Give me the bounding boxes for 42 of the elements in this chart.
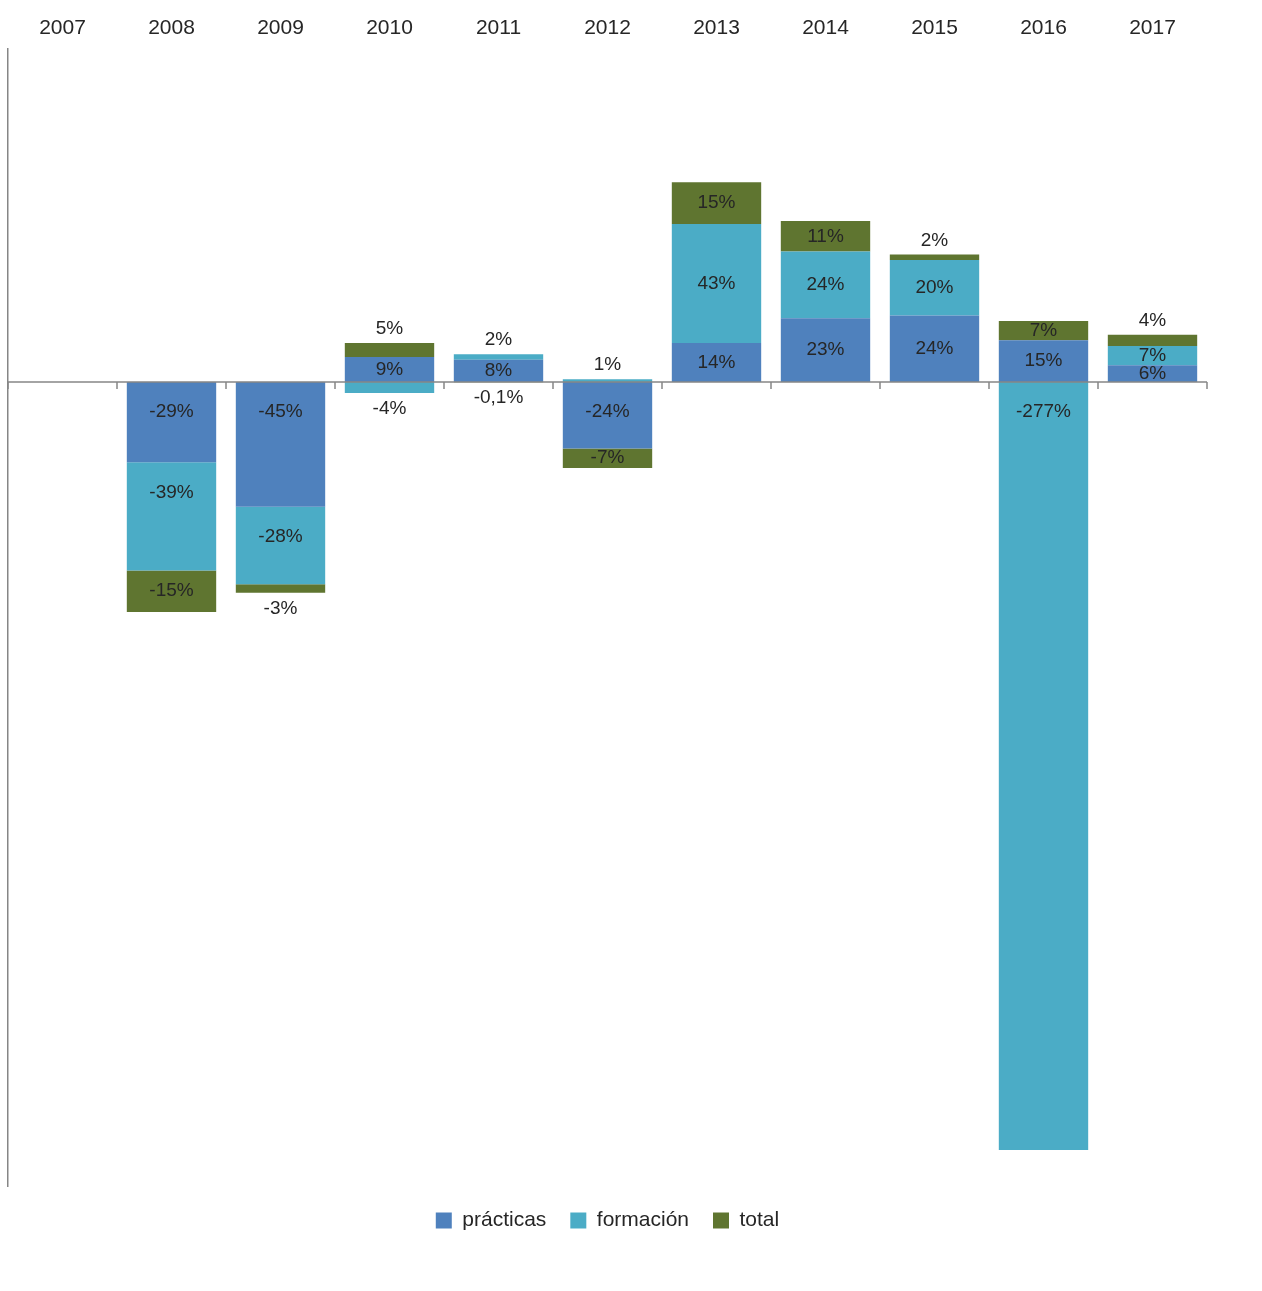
x-tick-label: 2011 xyxy=(475,15,522,39)
x-tick-label: 2012 xyxy=(584,15,631,39)
data-label: 5% xyxy=(375,317,404,339)
data-label: -24% xyxy=(585,400,630,422)
data-label: 15% xyxy=(697,191,736,213)
data-label: 23% xyxy=(806,338,845,360)
data-label: -4% xyxy=(372,397,407,419)
data-label: -3% xyxy=(263,596,298,618)
data-label: -0,1% xyxy=(473,386,524,408)
legend-label: total xyxy=(739,1207,780,1231)
data-label: -277% xyxy=(1016,400,1072,422)
x-tick-label: 2007 xyxy=(39,15,86,39)
data-label: 15% xyxy=(1024,349,1063,371)
x-tick-label: 2008 xyxy=(148,15,195,39)
x-tick-label: 2014 xyxy=(802,15,850,39)
data-label: -15% xyxy=(149,579,194,601)
data-label: 24% xyxy=(915,336,954,358)
data-label: 43% xyxy=(697,271,736,293)
data-label: 14% xyxy=(697,350,736,372)
x-tick-label: 2015 xyxy=(911,15,958,39)
data-label: 24% xyxy=(806,273,845,295)
data-label: 2% xyxy=(484,328,513,350)
data-label: -7% xyxy=(590,446,625,468)
data-label: -28% xyxy=(258,524,303,546)
data-label: 7% xyxy=(1029,318,1058,340)
legend-label: prácticas xyxy=(462,1207,547,1231)
data-label: 1% xyxy=(593,353,622,375)
data-label: 20% xyxy=(915,275,954,297)
data-label: 2% xyxy=(920,228,949,250)
data-label: -29% xyxy=(149,400,194,422)
data-label: 9% xyxy=(375,357,404,379)
data-label: 4% xyxy=(1138,309,1167,331)
x-tick-label: 2016 xyxy=(1020,15,1067,39)
data-label: 8% xyxy=(484,359,513,381)
x-tick-label: 2017 xyxy=(1129,15,1176,39)
data-label: -39% xyxy=(149,480,194,502)
x-tick-label: 2010 xyxy=(366,15,413,39)
data-label: 11% xyxy=(807,224,844,246)
x-tick-label: 2009 xyxy=(257,15,304,39)
x-tick-label: 2013 xyxy=(693,15,740,39)
data-label: -45% xyxy=(258,400,303,422)
legend-label: formación xyxy=(596,1207,690,1231)
